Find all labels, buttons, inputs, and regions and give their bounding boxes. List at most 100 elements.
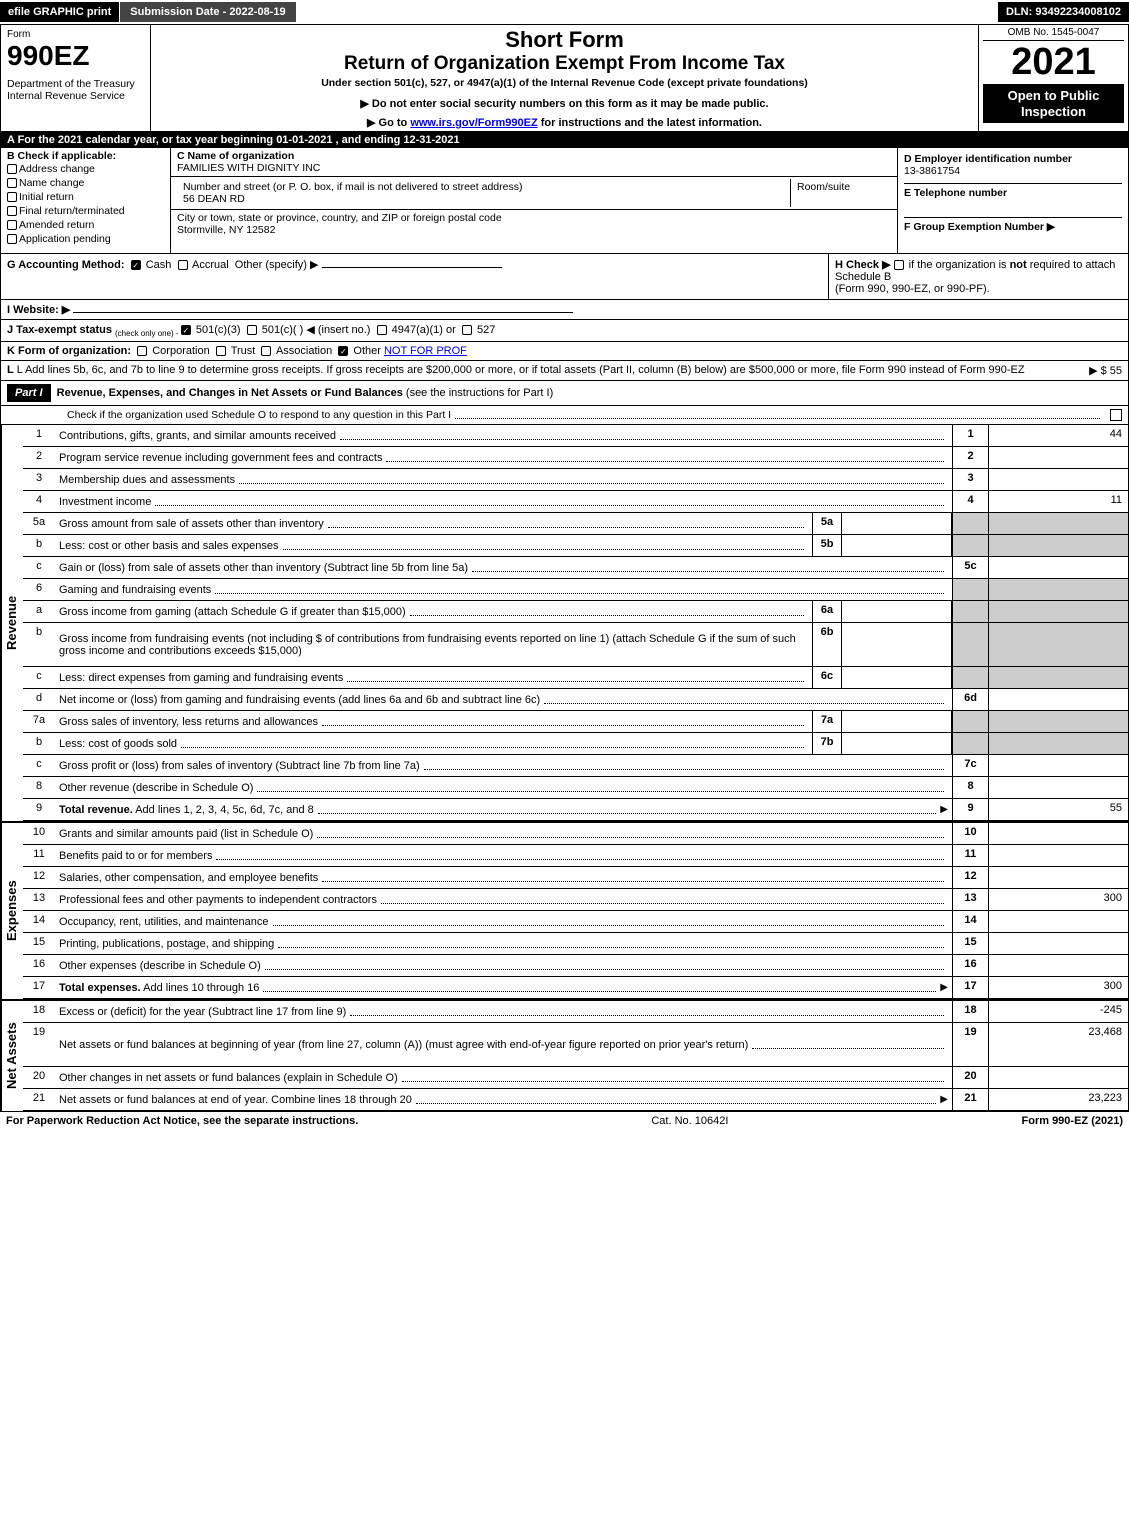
result-num: 11	[952, 845, 988, 866]
result-val: 55	[988, 799, 1128, 820]
form-number: 990EZ	[7, 40, 144, 72]
chk-name-change[interactable]: Name change	[7, 176, 164, 190]
room-label: Room/suite	[797, 181, 850, 193]
line-num: 5a	[23, 513, 55, 534]
l-value: ▶ $ 55	[1089, 364, 1122, 377]
result-val	[988, 667, 1128, 688]
chk-accrual[interactable]	[178, 260, 188, 270]
line-num: a	[23, 601, 55, 622]
d-label: D Employer identification number	[904, 153, 1072, 165]
chk-initial-return[interactable]: Initial return	[7, 190, 164, 204]
part1-check-o: Check if the organization used Schedule …	[1, 406, 1128, 425]
irs-link[interactable]: www.irs.gov/Form990EZ	[410, 117, 537, 129]
line-num: 1	[23, 425, 55, 446]
chk-cash[interactable]: ✓	[131, 260, 141, 270]
mini-val[interactable]	[842, 711, 952, 732]
g-other-input[interactable]	[322, 267, 502, 268]
result-val	[988, 755, 1128, 776]
line-desc: Less: direct expenses from gaming and fu…	[55, 667, 812, 688]
instr-goto-pre: ▶ Go to	[367, 117, 410, 129]
part1-label: Part I	[7, 384, 51, 402]
chk-4947[interactable]	[377, 325, 387, 335]
result-val	[988, 513, 1128, 534]
line-num: 4	[23, 491, 55, 512]
line-num: 15	[23, 933, 55, 954]
line-desc: Gross profit or (loss) from sales of inv…	[55, 755, 952, 776]
row-a-taxyear: A For the 2021 calendar year, or tax yea…	[1, 132, 1128, 148]
line-desc: Gain or (loss) from sale of assets other…	[55, 557, 952, 578]
chk-501c3[interactable]: ✓	[181, 325, 191, 335]
result-val: 23,223	[988, 1089, 1128, 1110]
line-6: 6Gaming and fundraising events	[23, 579, 1128, 601]
line-num: 3	[23, 469, 55, 490]
line-num: b	[23, 535, 55, 556]
chk-501c[interactable]	[247, 325, 257, 335]
result-num: 5c	[952, 557, 988, 578]
h-text3: (Form 990, 990-EZ, or 990-PF).	[835, 283, 990, 295]
mini-val[interactable]	[842, 733, 952, 754]
street-value: 56 DEAN RD	[183, 193, 245, 205]
line-9: 9Total revenue. Add lines 1, 2, 3, 4, 5c…	[23, 799, 1128, 821]
form-word: Form	[7, 29, 144, 40]
result-num: 12	[952, 867, 988, 888]
f-label: F Group Exemption Number ▶	[904, 221, 1055, 233]
mini-val[interactable]	[842, 513, 952, 534]
side-netassets: Net Assets	[1, 1001, 23, 1111]
website-input[interactable]	[73, 312, 573, 313]
line-desc: Less: cost of goods sold	[55, 733, 812, 754]
mini-val[interactable]	[842, 601, 952, 622]
line-desc: Printing, publications, postage, and shi…	[55, 933, 952, 954]
result-val	[988, 955, 1128, 976]
chk-assoc[interactable]	[261, 346, 271, 356]
side-revenue: Revenue	[1, 425, 23, 821]
result-num: 18	[952, 1001, 988, 1022]
result-num: 8	[952, 777, 988, 798]
ein-value: 13-3861754	[904, 165, 960, 177]
mini-val[interactable]	[842, 667, 952, 688]
line-desc: Salaries, other compensation, and employ…	[55, 867, 952, 888]
instr-goto-post: for instructions and the latest informat…	[538, 117, 762, 129]
chk-other-org[interactable]: ✓	[338, 346, 348, 356]
submission-date: Submission Date - 2022-08-19	[120, 2, 295, 22]
line-10: 10Grants and similar amounts paid (list …	[23, 823, 1128, 845]
line-desc: Less: cost or other basis and sales expe…	[55, 535, 812, 556]
chk-527[interactable]	[462, 325, 472, 335]
line-2: 2Program service revenue including gover…	[23, 447, 1128, 469]
top-bar: efile GRAPHIC print Submission Date - 20…	[0, 0, 1129, 24]
mini-val[interactable]	[842, 535, 952, 556]
mini-num: 7b	[812, 733, 842, 754]
line-16: 16Other expenses (describe in Schedule O…	[23, 955, 1128, 977]
line-a: aGross income from gaming (attach Schedu…	[23, 601, 1128, 623]
chk-h[interactable]	[894, 260, 904, 270]
line-13: 13Professional fees and other payments t…	[23, 889, 1128, 911]
line-desc: Gross amount from sale of assets other t…	[55, 513, 812, 534]
short-form-label: Short Form	[157, 27, 972, 53]
result-val: 44	[988, 425, 1128, 446]
line-5a: 5aGross amount from sale of assets other…	[23, 513, 1128, 535]
line-14: 14Occupancy, rent, utilities, and mainte…	[23, 911, 1128, 933]
chk-address-change[interactable]: Address change	[7, 162, 164, 176]
line-c: cGross profit or (loss) from sales of in…	[23, 755, 1128, 777]
part1-schedo-text: Check if the organization used Schedule …	[67, 409, 451, 421]
line-desc: Program service revenue including govern…	[55, 447, 952, 468]
line-19: 19Net assets or fund balances at beginni…	[23, 1023, 1128, 1067]
line-num: b	[23, 623, 55, 666]
efile-badge[interactable]: efile GRAPHIC print	[0, 2, 119, 22]
line-desc: Benefits paid to or for members	[55, 845, 952, 866]
chk-application-pending[interactable]: Application pending	[7, 232, 164, 246]
line-desc: Contributions, gifts, grants, and simila…	[55, 425, 952, 446]
row-j: J Tax-exempt status (check only one) - ✓…	[1, 320, 1128, 342]
chk-amended-return[interactable]: Amended return	[7, 218, 164, 232]
line-d: dNet income or (loss) from gaming and fu…	[23, 689, 1128, 711]
h-label: H Check ▶	[835, 259, 891, 271]
chk-trust[interactable]	[216, 346, 226, 356]
result-num: 7c	[952, 755, 988, 776]
line-num: 16	[23, 955, 55, 976]
k-other-value[interactable]: NOT FOR PROF	[384, 345, 467, 357]
chk-schedule-o[interactable]	[1110, 409, 1122, 421]
chk-corp[interactable]	[137, 346, 147, 356]
line-num: 21	[23, 1089, 55, 1110]
chk-final-return[interactable]: Final return/terminated	[7, 204, 164, 218]
j-label: J Tax-exempt status	[7, 324, 115, 336]
mini-val[interactable]	[842, 623, 952, 666]
